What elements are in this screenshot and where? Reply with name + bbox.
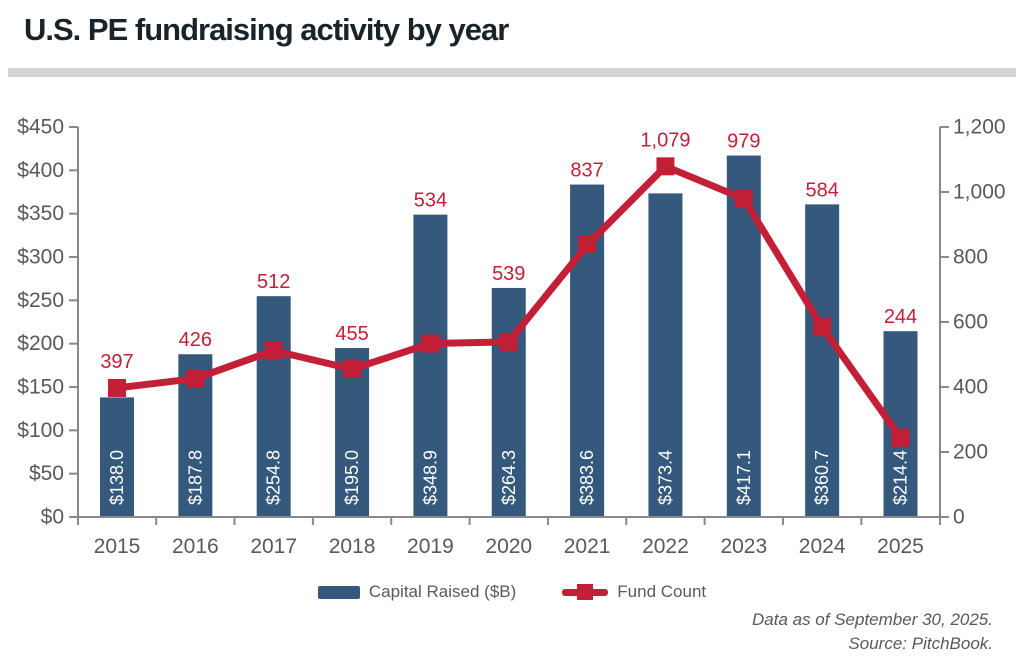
fund-count-marker-2017 [264,341,283,360]
fund-count-label-2019: 534 [414,190,447,212]
x-axis-year-label: 2022 [642,535,689,558]
fund-count-marker-2020 [499,332,518,351]
title-divider [8,68,1016,77]
left-axis-tick-label: $450 [17,116,64,139]
fund-count-marker-2015 [108,378,126,397]
right-axis-tick-label: 0 [953,506,965,529]
bar-value-label-2021: $383.6 [577,450,597,505]
legend-label-capital-raised: Capital Raised ($B) [368,582,517,601]
bar-value-label-2020: $264.3 [499,450,519,505]
left-axis-tick-label: $350 [17,202,64,225]
right-axis-tick-label: 400 [953,376,988,399]
line-series-swatch [562,583,609,601]
legend-item-fund-count: Fund Count [562,582,706,602]
fund-count-label-2015: 397 [100,351,133,373]
fund-count-label-2023: 979 [727,131,760,153]
bar-value-label-2024: $360.7 [812,450,832,505]
fundraising-combo-chart: $138.0 $187.8 $254.8 $195.0 $348.9 $264.3 $383… [17,116,1006,559]
left-axis-tick-label: $150 [17,376,64,399]
left-axis-tick-label: $50 [29,462,64,485]
fund-count-label-2025: 244 [884,306,917,328]
x-axis-year-label: 2025 [877,535,924,558]
fund-count-label-2024: 584 [805,179,838,201]
fund-count-marker-2018 [343,360,362,379]
left-axis-tick-label: $400 [17,159,64,182]
left-axis-tick-label: $0 [41,506,64,529]
x-axis-year-label: 2017 [250,535,297,558]
fund-count-marker-2024 [813,318,832,337]
fund-count-label-2021: 837 [570,160,603,182]
x-axis-year-label: 2015 [94,535,141,558]
line-swatch-marker [577,583,594,600]
bar-value-label-2023: $417.1 [734,450,754,505]
right-axis-tick-label: 200 [953,441,988,464]
chart-footnote: Data as of September 30, 2025. Source: P… [752,608,993,656]
right-axis-tick-label: 600 [953,311,988,334]
fund-count-label-2016: 426 [179,329,212,351]
bar-value-label-2015: $138.0 [107,450,127,505]
bar-2022 [648,193,683,518]
bar-value-label-2019: $348.9 [420,450,440,505]
x-axis-year-label: 2023 [720,535,767,558]
x-axis-year-label: 2019 [407,535,454,558]
fund-count-marker-2016 [186,369,205,388]
bar-value-label-2022: $373.4 [655,450,675,505]
bar-value-label-2016: $187.8 [185,450,205,505]
bar-2017 [256,296,291,517]
x-axis-year-label: 2018 [329,535,376,558]
bar-value-label-2018: $195.0 [342,450,362,505]
bar-series-swatch [317,585,360,599]
left-axis-tick-label: $250 [17,289,64,312]
fund-count-marker-2021 [578,235,597,254]
legend-item-capital-raised: Capital Raised ($B) [317,582,517,602]
fund-count-label-2018: 455 [335,323,368,345]
fund-count-marker-2025 [891,428,910,447]
fund-count-marker-2022 [656,157,675,176]
fund-count-label-2022: 1,079 [640,129,690,151]
legend-label-fund-count: Fund Count [617,582,707,601]
x-axis-year-label: 2024 [799,535,846,558]
left-axis-tick-label: $100 [17,419,64,442]
right-axis-tick-label: 1,200 [953,116,1006,139]
fund-count-label-2020: 539 [492,263,525,285]
bar-2019 [413,214,448,517]
chart-legend: Capital Raised ($B) Fund Count [0,582,1024,602]
left-axis-tick-label: $300 [17,246,64,269]
left-axis-tick-label: $200 [17,332,64,355]
fund-count-marker-2019 [421,334,440,353]
bar-2015 [100,397,134,517]
right-axis-tick-label: 800 [953,246,988,269]
bar-value-label-2025: $214.4 [891,450,911,505]
right-axis-tick-label: 1,000 [953,181,1006,204]
footnote-date: Data as of September 30, 2025. [752,610,993,629]
x-axis-year-label: 2021 [564,535,611,558]
x-axis-year-label: 2020 [485,535,532,558]
fund-count-marker-2023 [734,189,753,208]
footnote-source: Source: PitchBook. [848,634,993,653]
bar-2024 [805,204,840,518]
fund-count-label-2017: 512 [257,271,290,293]
x-axis-year-label: 2016 [172,535,219,558]
bar-value-label-2017: $254.8 [264,450,284,505]
page-title: U.S. PE fundraising activity by year [24,12,509,47]
